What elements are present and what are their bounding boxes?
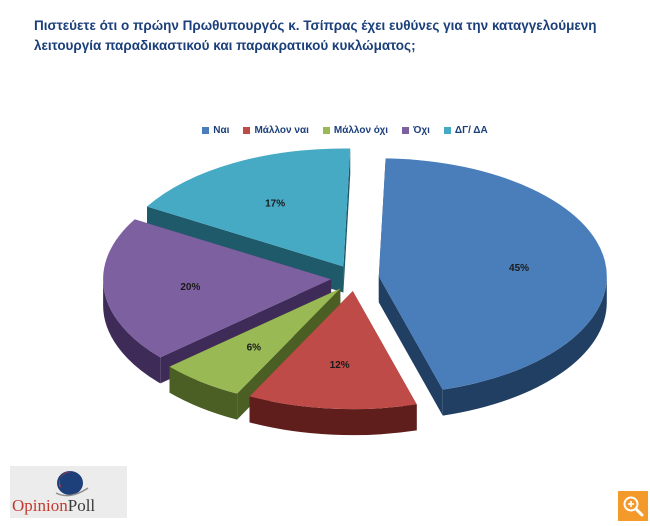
legend-item-mallon-oxi: Μάλλον όχι [322, 125, 389, 136]
legend-item-oxi: Όχι [402, 125, 430, 136]
slice-top-face [169, 288, 341, 394]
legend-swatch [202, 127, 210, 134]
logo-wordmark: OpinionPoll [12, 496, 95, 516]
slice-top-face [249, 291, 417, 410]
slice-top-face [146, 148, 351, 267]
legend-label: Όχι [413, 125, 430, 136]
logo-word-2: Poll [67, 496, 96, 515]
legend-label: Μάλλον ναι [254, 125, 309, 136]
opinion-poll-logo: OpinionPoll [10, 466, 127, 518]
slice-outer-wall [442, 276, 607, 416]
slice-side-wall [343, 148, 351, 293]
slice-top-face [103, 219, 332, 358]
zoom-button[interactable] [618, 491, 648, 521]
legend-swatch [322, 127, 330, 134]
data-label-3: 20% [180, 282, 200, 293]
data-label-2: 6% [247, 342, 262, 353]
zoom-in-icon [623, 496, 644, 517]
data-label-0: 45% [509, 263, 529, 274]
chart-legend: Ναι Μάλλον ναι Μάλλον όχι Όχι ΔΓ/ ΔΑ [0, 125, 650, 136]
legend-label: Ναι [213, 125, 230, 136]
slice-outer-wall [103, 279, 161, 384]
legend-item-nai: Ναι [202, 125, 229, 136]
data-label-1: 12% [330, 360, 350, 371]
chart-title: Πιστεύετε ότι ο πρώην Πρωθυπουργός κ. Τσ… [34, 18, 597, 53]
legend-item-mallon-nai: Μάλλον ναι [243, 125, 309, 136]
legend-swatch [402, 127, 410, 134]
pie-slice-0 [378, 158, 607, 416]
logo-word-1: Opinion [12, 496, 68, 515]
logo-mark-icon [55, 471, 89, 497]
data-label-4: 17% [265, 198, 285, 209]
legend-item-dg-da: ΔΓ/ ΔΑ [443, 125, 488, 136]
slice-side-wall [378, 276, 443, 416]
slice-top-face [378, 158, 607, 390]
legend-swatch [243, 127, 251, 134]
slice-outer-wall [169, 366, 238, 420]
pie-slice-1 [249, 291, 417, 436]
legend-label: ΔΓ/ ΔΑ [454, 125, 488, 136]
slice-outer-wall [249, 396, 417, 436]
legend-label: Μάλλον όχι [333, 125, 389, 136]
legend-swatch [443, 127, 451, 134]
